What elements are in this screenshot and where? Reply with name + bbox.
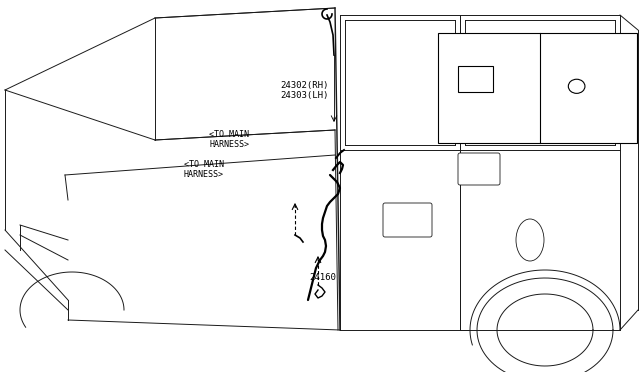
Text: 24276U: 24276U xyxy=(463,108,495,117)
Text: X24000BW: X24000BW xyxy=(551,36,595,45)
Bar xyxy=(438,33,637,143)
FancyBboxPatch shape xyxy=(383,203,432,237)
Text: 24160: 24160 xyxy=(310,273,337,282)
Text: COVER HOLE: COVER HOLE xyxy=(550,57,596,66)
FancyBboxPatch shape xyxy=(458,153,500,185)
Text: <TO MAIN
HARNESS>: <TO MAIN HARNESS> xyxy=(209,130,249,149)
Ellipse shape xyxy=(568,79,585,93)
Text: 24050J: 24050J xyxy=(557,108,589,117)
Text: <TO MAIN
HARNESS>: <TO MAIN HARNESS> xyxy=(184,160,223,179)
Ellipse shape xyxy=(516,219,544,261)
Text: PROTEC HARNESS: PROTEC HARNESS xyxy=(446,46,511,55)
Text: 24302(RH)
24303(LH): 24302(RH) 24303(LH) xyxy=(280,81,329,100)
Bar xyxy=(458,66,493,92)
